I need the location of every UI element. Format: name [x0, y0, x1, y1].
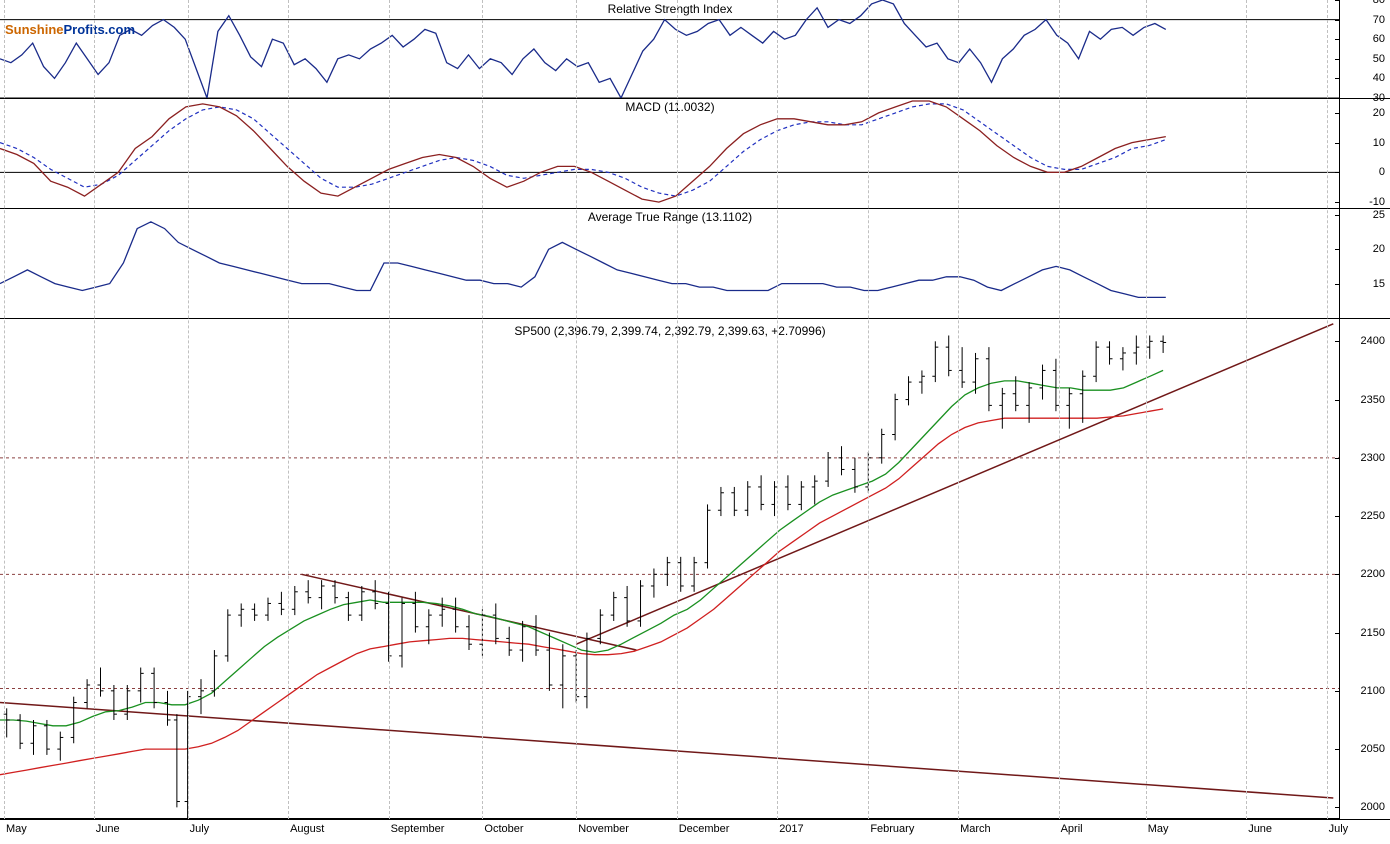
watermark: SunshineProfits.com: [5, 22, 135, 37]
rsi-y-axis: 304050607080: [1339, 0, 1390, 98]
x-axis-label: May: [1148, 823, 1169, 835]
atr-panel: Average True Range (13.1102) 15 20 25: [0, 208, 1390, 319]
y-tick-label: 0: [1379, 166, 1385, 178]
price-y-axis: 2000 2050 2100 2150 2200 2250 2300 2350 2400: [1339, 318, 1390, 819]
y-tick-label: 2150: [1361, 627, 1385, 639]
atr-title: Average True Range (13.1102): [588, 210, 752, 224]
atr-plot: Average True Range (13.1102): [0, 208, 1340, 318]
x-axis-label: August: [290, 823, 324, 835]
y-tick-label: 2350: [1361, 394, 1385, 406]
y-tick-label: -10: [1369, 196, 1385, 208]
x-axis-label: July: [190, 823, 210, 835]
y-tick-label: 2100: [1361, 685, 1385, 697]
y-tick-label: 2250: [1361, 510, 1385, 522]
y-tick-label: 2200: [1361, 568, 1385, 580]
macd-line-chart: [0, 98, 1340, 208]
rsi-panel: Relative Strength Index 304050607080: [0, 0, 1390, 99]
atr-line-chart: [0, 208, 1340, 318]
y-tick-label: 70: [1373, 14, 1385, 26]
x-axis-label: June: [96, 823, 120, 835]
x-axis-label: September: [391, 823, 445, 835]
y-tick-label: 80: [1373, 0, 1385, 6]
y-tick-label: 20: [1373, 107, 1385, 119]
y-tick-label: 25: [1373, 209, 1385, 221]
y-tick-label: 2400: [1361, 335, 1385, 347]
y-tick-label: 10: [1373, 137, 1385, 149]
y-tick-label: 20: [1373, 243, 1385, 255]
y-tick-label: 15: [1373, 278, 1385, 290]
chart-container: Relative Strength Index 304050607080 MAC…: [0, 0, 1390, 844]
x-axis-label: November: [578, 823, 629, 835]
price-chart: [0, 318, 1340, 819]
y-tick-label: 2050: [1361, 743, 1385, 755]
y-tick-label: 60: [1373, 33, 1385, 45]
rsi-title: Relative Strength Index: [608, 2, 733, 16]
x-axis-label: March: [960, 823, 991, 835]
x-axis-label: October: [484, 823, 523, 835]
x-axis-label: February: [870, 823, 914, 835]
macd-panel: MACD (11.0032) -10 0 10 20: [0, 98, 1390, 209]
y-tick-label: 50: [1373, 53, 1385, 65]
x-axis-label: June: [1248, 823, 1272, 835]
x-axis-label: May: [6, 823, 27, 835]
macd-y-axis: -10 0 10 20: [1339, 98, 1390, 208]
x-axis-label: 2017: [779, 823, 803, 835]
y-tick-label: 2000: [1361, 801, 1385, 813]
macd-plot: MACD (11.0032): [0, 98, 1340, 208]
atr-y-axis: 15 20 25: [1339, 208, 1390, 318]
x-axis-label: April: [1061, 823, 1083, 835]
rsi-plot: Relative Strength Index: [0, 0, 1340, 98]
price-title: SP500 (2,396.79, 2,399.74, 2,392.79, 2,3…: [514, 324, 825, 338]
price-panel: SP500 (2,396.79, 2,399.74, 2,392.79, 2,3…: [0, 318, 1390, 820]
x-axis: May June July August September October Novembe…: [0, 818, 1340, 844]
y-tick-label: 2300: [1361, 452, 1385, 464]
macd-title: MACD (11.0032): [625, 100, 714, 114]
x-axis-label: December: [679, 823, 730, 835]
y-tick-label: 40: [1373, 72, 1385, 84]
x-axis-label: July: [1329, 823, 1349, 835]
price-plot: SP500 (2,396.79, 2,399.74, 2,392.79, 2,3…: [0, 318, 1340, 819]
